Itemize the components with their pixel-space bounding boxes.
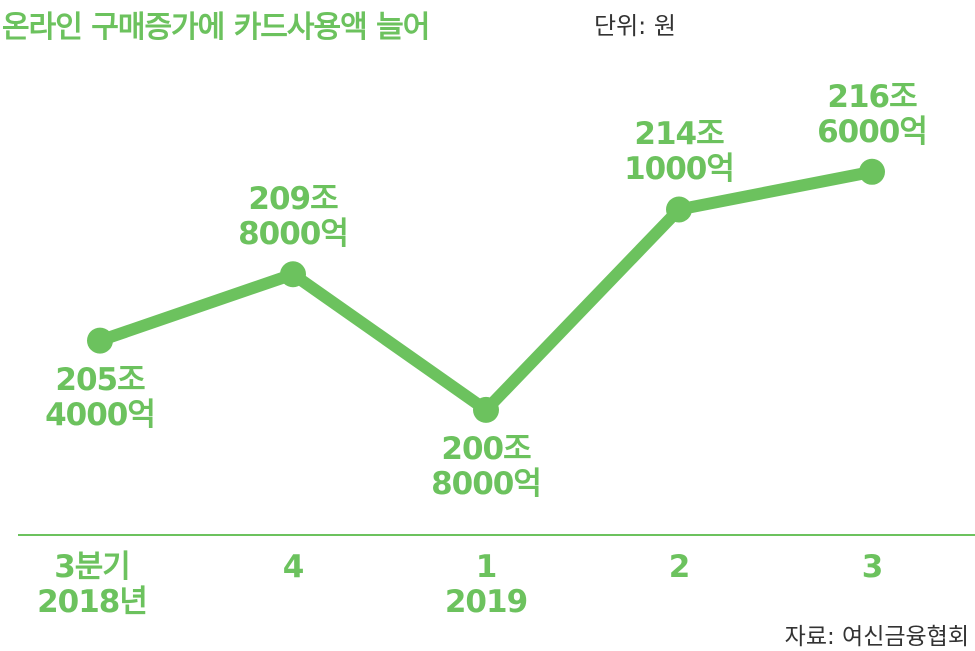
data-point — [280, 261, 306, 288]
value-label: 216조 6000억 — [817, 78, 928, 150]
x-tick-label: 1 2019 — [444, 549, 528, 620]
chart-subtitle: 단위: 원 — [594, 12, 676, 40]
chart-title: 온라인 구매증가에 카드사용액 늘어 — [2, 10, 430, 45]
source-note: 자료: 여신금융협회 — [784, 624, 969, 650]
x-tick-label: 3분기 2018년 — [37, 549, 148, 620]
x-tick-label: 3 — [861, 549, 884, 585]
value-label: 209조 8000억 — [238, 181, 349, 253]
data-point — [859, 158, 885, 185]
x-tick-label: 2 — [668, 549, 691, 585]
data-point — [666, 196, 692, 223]
data-point — [87, 327, 113, 354]
x-tick-label: 4 — [282, 549, 305, 585]
data-point — [473, 396, 499, 423]
value-label: 205조 4000억 — [45, 361, 156, 433]
value-label: 200조 8000억 — [431, 430, 542, 502]
value-label: 214조 1000억 — [624, 116, 735, 188]
